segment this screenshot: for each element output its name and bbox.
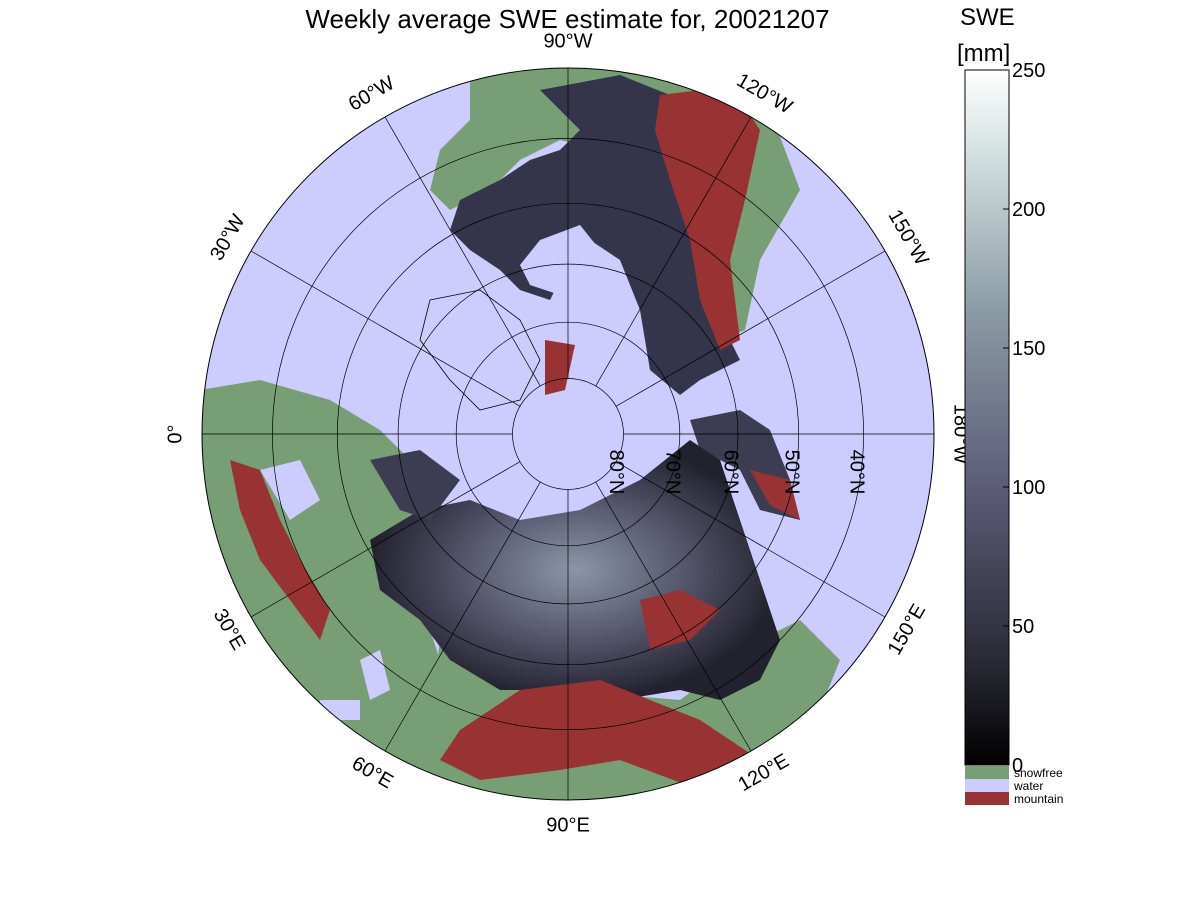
latitude-label-40: 40°N: [845, 450, 867, 495]
graticule: [202, 68, 934, 800]
colorbar-label-unit: [mm]: [957, 40, 1011, 67]
colorbar-ticks: 0 50 100 150 200 250: [1003, 60, 1045, 777]
greenland-mountain: [545, 340, 575, 395]
meridian-30: [250, 250, 521, 407]
rockies-mountain: [655, 90, 760, 350]
meridian-330: [250, 461, 521, 618]
category-label-snowfree: snowfree: [1014, 766, 1063, 780]
meridian-300: [384, 481, 541, 752]
category-swatch-water: [965, 779, 1009, 792]
longitude-label-1: 120°W: [733, 69, 796, 118]
colorbar-gradient: [964, 69, 1010, 766]
longitude-label-0: 90°W: [543, 30, 592, 52]
latitude-labels: 80°N 70°N 60°N 50°N 40°N: [605, 450, 867, 495]
longitude-label-8: 30°E: [209, 605, 250, 654]
category-swatch-snowfree: [965, 766, 1009, 779]
latitude-label-60: 60°N: [720, 450, 742, 495]
latitude-label-50: 50°N: [780, 450, 802, 495]
colorbar-tick-label-0: 0: [1012, 755, 1023, 777]
map-title: Weekly average SWE estimate for, 2002120…: [305, 4, 830, 34]
colorbar-tick-label-50: 50: [1012, 616, 1034, 638]
longitude-label-10: 30°W: [206, 211, 250, 265]
category-swatch-mountain: [965, 792, 1009, 805]
latitude-label-80: 80°N: [605, 450, 627, 495]
land-layer: [202, 68, 840, 800]
longitude-label-5: 120°E: [734, 750, 792, 796]
longitude-label-4: 150°E: [884, 600, 930, 658]
longitude-label-9: 0°: [164, 424, 186, 443]
black-sea: [320, 700, 360, 720]
meridian-150: [615, 250, 886, 407]
scandinavia-snow: [370, 450, 460, 520]
category-label-mountain: mountain: [1014, 792, 1063, 806]
longitude-label-6: 90°E: [546, 814, 590, 836]
hudson-bay: [520, 225, 600, 295]
colorbar-tick-label-150: 150: [1012, 338, 1045, 360]
greenland: [419, 289, 541, 411]
caspian-sea: [360, 650, 390, 700]
meridian-120: [595, 116, 752, 387]
latitude-label-70: 70°N: [662, 450, 684, 495]
europe-mountain: [230, 460, 330, 640]
meridian-210: [615, 461, 886, 618]
asia-mountain-belt: [440, 680, 760, 790]
meridian-60: [384, 116, 541, 387]
alaska-mountain: [750, 470, 800, 520]
colorbar-tick-label-200: 200: [1012, 199, 1045, 221]
colorbar-tick-label-100: 100: [1012, 477, 1045, 499]
longitude-label-2: 150°W: [884, 206, 933, 269]
meridian-240: [595, 481, 752, 752]
map-frame: [201, 67, 935, 801]
colorbar-tick-label-250: 250: [1012, 60, 1045, 82]
longitude-label-7: 60°E: [348, 752, 397, 793]
colorbar-label-swe: SWE: [960, 4, 1015, 31]
east-asia-mountain: [640, 590, 720, 650]
category-label-water: water: [1013, 779, 1043, 793]
longitude-label-11: 60°W: [345, 72, 399, 116]
